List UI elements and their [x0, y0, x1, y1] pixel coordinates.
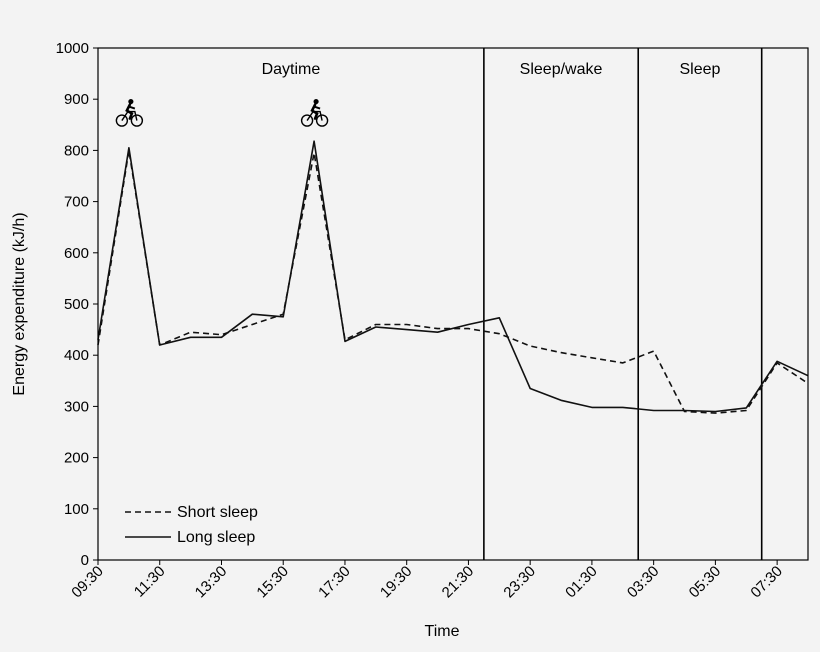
y-tick-label: 300: [64, 398, 89, 415]
y-tick-label: 700: [64, 194, 89, 211]
x-tick-label: 21:30: [439, 563, 478, 602]
x-tick-label: 01:30: [562, 563, 601, 602]
x-tick-label: 19:30: [377, 563, 416, 602]
x-tick-label: 07:30: [747, 563, 786, 602]
cyclist-icon: [300, 98, 329, 127]
legend-label: Short sleep: [177, 504, 258, 521]
rider-body: [310, 103, 319, 120]
y-tick-label: 900: [64, 91, 89, 108]
phase-label: Sleep/wake: [520, 61, 603, 78]
x-tick-label: 13:30: [192, 563, 231, 602]
y-tick-label: 400: [64, 347, 89, 364]
x-tick-label: 23:30: [500, 563, 539, 602]
x-tick-label: 17:30: [315, 563, 354, 602]
phase-label: Daytime: [262, 61, 321, 78]
bike-frame: [306, 110, 323, 121]
y-tick-label: 600: [64, 245, 89, 262]
phase-labels: Daytime Sleep/wake Sleep: [262, 61, 721, 78]
bike-frame: [121, 110, 138, 121]
rider-body: [125, 103, 134, 120]
phase-label: Sleep: [679, 61, 720, 78]
y-axis-title: Energy expenditure (kJ/h): [11, 212, 28, 395]
y-tick-label: 800: [64, 142, 89, 159]
legend: Short sleep Long sleep: [125, 504, 258, 546]
y-axis: 0 100 200 300 400 500 600 700 800 900 1000: [56, 40, 98, 569]
legend-label: Long sleep: [177, 529, 255, 546]
x-tick-label: 15:30: [253, 563, 292, 602]
y-tick-label: 100: [64, 501, 89, 518]
phase-boundaries: [483, 48, 763, 560]
series-line-short-sleep: [97, 149, 809, 414]
data-series: [97, 140, 809, 414]
rider-arm: [313, 105, 321, 110]
bike-wheel: [315, 114, 329, 127]
rider-head: [313, 98, 319, 105]
bike-wheel: [300, 114, 314, 127]
bike-wheel: [115, 114, 129, 127]
series-line-long-sleep: [97, 140, 809, 413]
plot-frame: [97, 47, 809, 561]
x-axis: 09:30 11:30 13:30 15:30 17:30 19:30 21:30 23:30…: [68, 560, 786, 601]
x-tick-label: 11:30: [131, 563, 169, 601]
y-tick-label: 1000: [56, 40, 89, 57]
bike-wheel: [130, 114, 144, 127]
x-tick-label: 03:30: [624, 563, 663, 602]
x-tick-label: 05:30: [686, 563, 725, 602]
rider-head: [128, 98, 134, 105]
cyclist-icon: [115, 98, 144, 127]
x-axis-title: Time: [425, 623, 460, 640]
rider-arm: [128, 105, 136, 110]
y-tick-label: 500: [64, 296, 89, 313]
cyclist-annotations: [115, 98, 329, 127]
y-tick-label: 200: [64, 450, 89, 467]
y-tick-label: 0: [81, 552, 89, 569]
